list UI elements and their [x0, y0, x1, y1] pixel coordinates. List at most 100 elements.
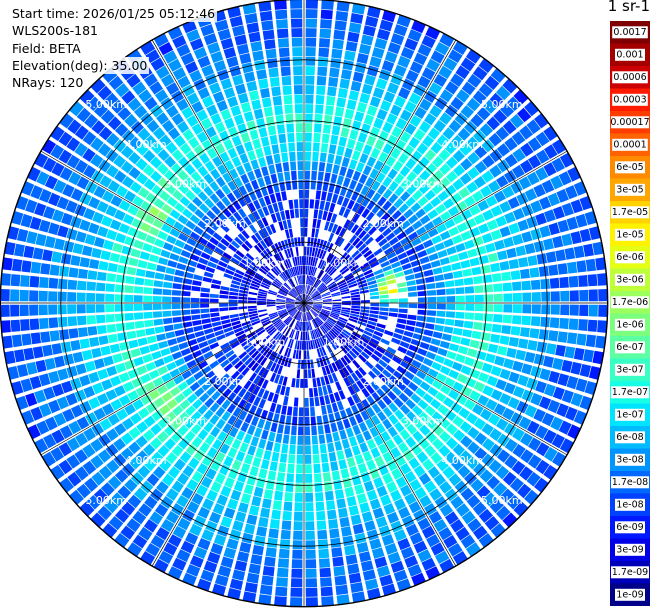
range-gate-cell [417, 348, 428, 357]
range-gate-cell [297, 151, 304, 161]
range-gate-cell [275, 114, 284, 125]
range-gate-cell [347, 385, 356, 396]
range-gate-cell [322, 385, 328, 396]
range-gate-cell [209, 293, 219, 298]
range-gate-cell [483, 284, 494, 293]
range-gate-cell [153, 33, 169, 48]
range-gate-cell [269, 372, 277, 383]
range-gate-cell [84, 114, 99, 129]
range-gate-cell [315, 104, 324, 114]
range-gate-cell [557, 263, 568, 275]
range-gate-cell [285, 317, 292, 325]
range-gate-cell [271, 341, 278, 351]
range-gate-cell [566, 375, 579, 390]
range-gate-cell [258, 267, 267, 275]
range-gate-cell [407, 381, 419, 392]
range-gate-cell [261, 318, 270, 324]
range-gate-cell [304, 296, 310, 303]
range-gate-cell [200, 24, 215, 37]
range-gate-cell [481, 423, 494, 436]
range-gate-cell [190, 297, 200, 303]
range-gate-cell [260, 345, 268, 354]
range-gate-cell [286, 305, 295, 309]
range-gate-cell [407, 29, 422, 42]
range-gate-cell [124, 113, 138, 128]
ring-label: 3.00km [402, 177, 444, 190]
range-gate-cell [450, 402, 463, 414]
range-gate-cell [79, 374, 91, 387]
range-gate-cell [444, 488, 458, 502]
range-gate-cell [344, 447, 353, 459]
range-gate-cell [290, 319, 296, 328]
range-gate-cell [247, 150, 257, 161]
range-gate-cell [364, 236, 374, 246]
range-gate-cell [543, 162, 557, 177]
range-gate-cell [304, 350, 307, 360]
range-gate-cell [386, 481, 398, 493]
range-gate-cell [418, 183, 430, 195]
range-gate-cell [319, 152, 327, 163]
range-gate-cell [230, 257, 240, 265]
range-gate-cell [279, 414, 286, 425]
range-gate-cell [392, 434, 404, 446]
range-gate-cell [148, 205, 160, 217]
range-gate-cell [382, 583, 396, 596]
range-gate-cell [182, 278, 193, 285]
range-gate-cell [460, 259, 471, 269]
range-gate-cell [322, 324, 329, 332]
range-gate-cell [61, 212, 73, 226]
range-gate-cell [408, 303, 418, 309]
range-gate-cell [88, 196, 101, 209]
range-gate-cell [186, 393, 198, 404]
range-gate-cell [461, 81, 476, 96]
range-gate-cell [257, 177, 266, 188]
range-gate-cell [273, 319, 282, 327]
range-gate-cell [398, 87, 411, 100]
range-gate-cell [171, 296, 181, 303]
range-gate-cell [398, 303, 408, 308]
range-gate-cell [296, 464, 303, 474]
range-gate-cell [138, 89, 152, 103]
range-gate-cell [297, 426, 304, 436]
range-gate-cell [316, 348, 322, 358]
range-gate-cell [390, 489, 402, 502]
range-gate-cell [307, 359, 311, 369]
range-gate-cell [161, 203, 173, 215]
range-gate-cell [319, 347, 324, 357]
range-gate-cell [366, 323, 376, 330]
range-gate-cell [400, 376, 411, 386]
range-gate-cell [342, 197, 350, 208]
range-gate-cell [200, 303, 210, 308]
range-gate-cell [406, 280, 416, 286]
range-gate-cell [419, 495, 432, 508]
range-gate-cell [314, 482, 323, 493]
range-gate-cell [466, 181, 479, 194]
range-gate-cell [324, 114, 333, 125]
range-gate-cell [345, 168, 354, 179]
range-gate-cell [426, 290, 437, 296]
range-gate-cell [483, 313, 494, 322]
range-gate-cell [464, 472, 478, 486]
range-gate-cell [235, 330, 245, 337]
range-gate-cell [489, 164, 502, 178]
range-gate-cell [211, 205, 221, 216]
range-gate-cell [441, 264, 452, 273]
range-gate-cell [114, 294, 124, 302]
range-gate-cell [485, 353, 496, 364]
range-gate-cell [248, 347, 257, 356]
range-gate-cell [351, 308, 360, 312]
range-gate-cell [481, 362, 493, 374]
range-gate-cell [347, 375, 355, 385]
range-gate-cell [418, 472, 431, 485]
range-gate-cell [246, 80, 258, 92]
range-gate-cell [341, 307, 351, 311]
range-gate-cell [296, 454, 304, 464]
range-gate-cell [246, 475, 257, 486]
range-gate-cell [277, 355, 284, 365]
range-gate-cell [413, 540, 428, 554]
range-gate-cell [162, 473, 175, 487]
range-gate-cell [267, 391, 275, 402]
range-gate-cell [95, 304, 105, 313]
range-gate-cell [268, 164, 276, 175]
range-gate-cell [404, 225, 415, 236]
